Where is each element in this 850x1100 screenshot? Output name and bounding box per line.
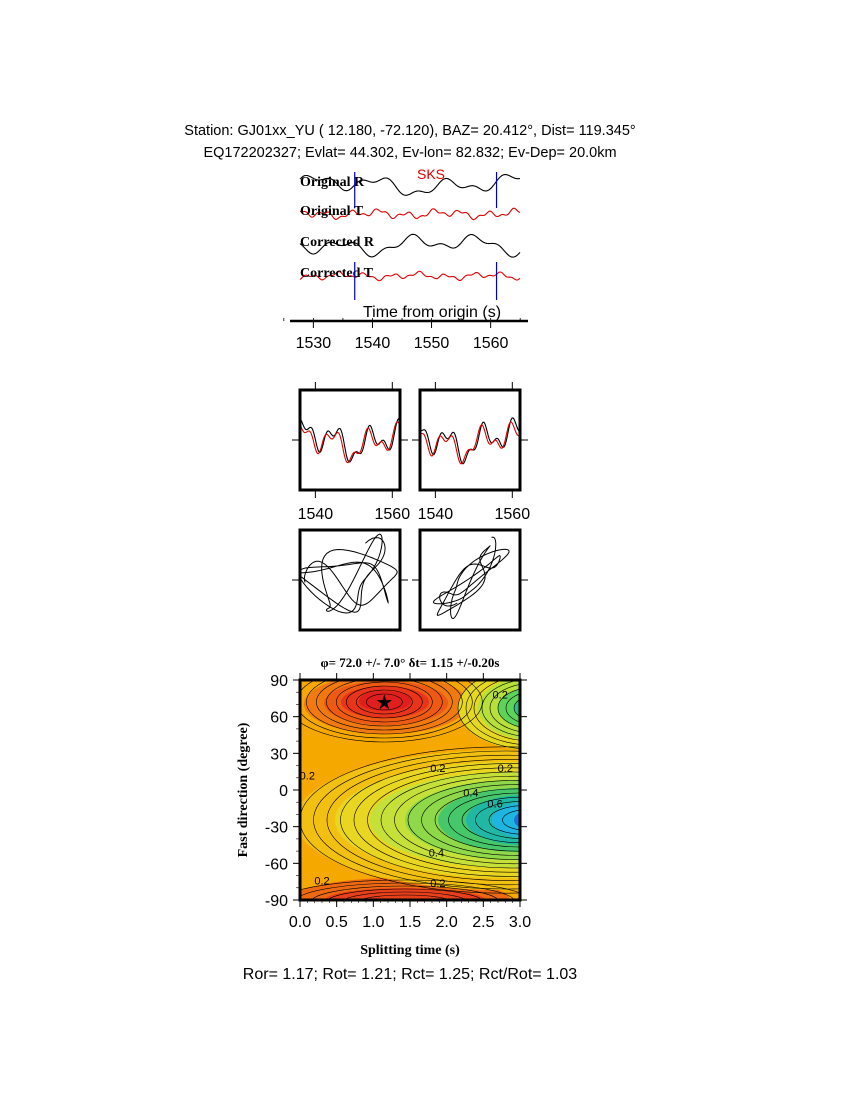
contour-lines: [300, 680, 520, 900]
grid-y-tick-label: -60: [265, 856, 288, 873]
grid-y-tick-label: -90: [265, 893, 288, 910]
trace-label: Corrected T: [300, 266, 374, 281]
seismogram-traces: [299, 174, 521, 282]
grid-x-tick-label: 0.5: [326, 914, 348, 931]
phase-label-sks: SKS: [417, 166, 445, 182]
grid-x-tick-label: 3.0: [509, 914, 531, 931]
overlay-tick-label: 1560: [495, 506, 531, 523]
overlay-tick-label: 1540: [418, 506, 454, 523]
overlay-panel-corrected: 1540 1560: [412, 382, 530, 523]
contour-label: 0.6: [487, 798, 502, 810]
particle-motion-original: [292, 528, 408, 632]
time-axis-ticks: 1530 1540 1550 1560: [283, 318, 521, 352]
window-markers: [354, 172, 498, 300]
overlay-tick-label: 1560: [375, 506, 411, 523]
grid-y-tick-label: 90: [270, 673, 288, 690]
grid-y-tick-label: 30: [270, 746, 288, 763]
grid-x-tick-label: 2.0: [436, 914, 458, 931]
trace-corrected-t: [299, 270, 521, 282]
time-axis-title: Time from origin (s): [363, 304, 501, 321]
grid-x-tick-label: 1.5: [399, 914, 421, 931]
best-fit-star: ★: [375, 692, 393, 714]
grid-x-axis-title: Splitting time (s): [360, 943, 460, 958]
contour-label: 0.4: [463, 787, 478, 799]
trace-corrected-r: [299, 233, 521, 258]
ratio-summary: Ror= 1.17; Rot= 1.21; Rct= 1.25; Rct/Rot…: [243, 966, 578, 983]
grid-x-tick-label: 0.0: [289, 914, 311, 931]
trace-label: Original T: [300, 204, 364, 219]
time-tick-label: 1550: [414, 335, 450, 352]
contour-label: 0.4: [429, 847, 444, 859]
station-info: Station: GJ01xx_YU ( 12.180, -72.120), B…: [184, 123, 635, 139]
overlay-transverse: [420, 421, 520, 465]
contour-map: 0.2 0.2 0.2 0.2 0.4 0.6 0.4 0.2 0.2: [300, 680, 520, 900]
seismogram-panel: Original R Original T Corrected R Corrected…: [283, 166, 528, 352]
trace-original-t: [299, 207, 521, 221]
grid-y-tick-label: -30: [265, 820, 288, 837]
grid-y-tick-label: 60: [270, 710, 288, 727]
contour-label: 0.2: [430, 878, 445, 890]
grid-x-tick-label: 2.5: [472, 914, 494, 931]
trace-label: Corrected R: [300, 235, 375, 250]
contour-label: 0.2: [300, 770, 315, 782]
splitting-grid-panel: φ= 72.0 +/- 7.0° δt= 1.15 +/-0.20s: [236, 655, 531, 958]
time-tick-label: 1530: [296, 335, 332, 352]
trace-original-r: [299, 174, 521, 196]
contour-labels: 0.2 0.2 0.2 0.2 0.4 0.6 0.4 0.2 0.2: [300, 690, 513, 890]
overlay-radial: [300, 417, 400, 463]
particle-frame-corrected: [418, 528, 522, 632]
overlay-tick-label: 1540: [298, 506, 334, 523]
grid-y-axis-title: Fast direction (degree): [236, 722, 251, 857]
grid-ticks: 0.0 0.5 1.0 1.5 2.0 2.5 3.0 90 60 30 0 -30 -60 -90: [265, 673, 531, 931]
splitting-result-title: φ= 72.0 +/- 7.0° δt= 1.15 +/-0.20s: [321, 655, 500, 670]
particle-motion-corrected: [412, 528, 528, 632]
contour-label: 0.2: [314, 875, 329, 887]
overlay-transverse: [300, 421, 400, 464]
particle-path: [300, 533, 398, 614]
contour-label: 0.2: [430, 763, 445, 775]
grid-y-tick-label: 0: [279, 783, 288, 800]
trace-labels: Original R Original T Corrected R Corrected…: [300, 175, 375, 281]
grid-x-tick-label: 1.0: [362, 914, 384, 931]
particle-path: [432, 536, 510, 620]
contour-label: 0.2: [493, 690, 508, 702]
time-tick-label: 1560: [473, 335, 509, 352]
event-info: EQ172202327; Evlat= 44.302, Ev-lon= 82.8…: [203, 145, 616, 161]
overlay-panel-original: 1540 1560: [292, 382, 410, 523]
trace-label: Original R: [300, 175, 365, 190]
contour-label: 0.2: [498, 763, 513, 775]
time-tick-label: 1540: [355, 335, 391, 352]
